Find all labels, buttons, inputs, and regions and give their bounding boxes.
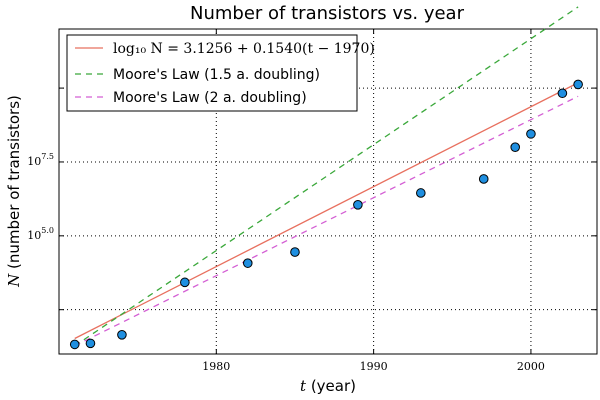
- y-axis-label-var: N: [5, 273, 23, 288]
- data-point: [478, 174, 489, 184]
- data-point: [526, 129, 536, 139]
- data-points: [69, 79, 583, 350]
- axis-ticks: [59, 29, 597, 354]
- series-line-moore15: [74, 6, 579, 347]
- data-point: [85, 338, 96, 349]
- legend-label-fit: log₁₀ N = 3.1256 + 0.1540(t − 1970): [113, 41, 375, 57]
- y-tick-label-base: 10: [27, 155, 41, 168]
- series-group: [74, 6, 579, 347]
- y-tick-label: 105.0: [27, 226, 54, 242]
- data-point: [573, 79, 583, 90]
- x-axis-label: t (year): [300, 377, 356, 395]
- legend: log₁₀ N = 3.1256 + 0.1540(t − 1970) Moor…: [66, 34, 375, 112]
- data-point: [180, 277, 190, 288]
- legend-label-moore15: Moore's Law (1.5 a. doubling): [113, 67, 320, 83]
- legend-box: [66, 34, 358, 112]
- x-tick-label: 1980: [202, 360, 230, 373]
- chart-title: Number of transistors vs. year: [190, 3, 465, 24]
- y-tick-label-exponent: 5.0: [41, 226, 54, 235]
- series-line-fit: [74, 82, 579, 340]
- y-tick-label-base: 10: [27, 229, 41, 242]
- x-axis-label-rest: (year): [306, 377, 356, 395]
- y-axis-label: N (number of transistors): [5, 95, 23, 288]
- plot-frame: [58, 28, 598, 355]
- y-axis-label-rest: (number of transistors): [5, 95, 23, 274]
- y-tick-label: 107.5: [27, 152, 54, 168]
- data-point: [557, 88, 568, 99]
- data-point: [416, 188, 426, 198]
- series-line-moore2: [74, 95, 579, 347]
- x-axis-label-var: t: [300, 377, 307, 395]
- x-tick-label: 2000: [517, 360, 545, 373]
- data-point: [242, 258, 253, 268]
- x-tick-label: 1990: [360, 360, 388, 373]
- data-point: [510, 142, 520, 152]
- y-tick-label-exponent: 7.5: [41, 152, 54, 161]
- data-point: [353, 199, 363, 210]
- data-point: [290, 247, 300, 257]
- data-point: [117, 329, 127, 340]
- legend-label-moore2: Moore's Law (2 a. doubling): [113, 90, 307, 106]
- data-point: [69, 339, 80, 350]
